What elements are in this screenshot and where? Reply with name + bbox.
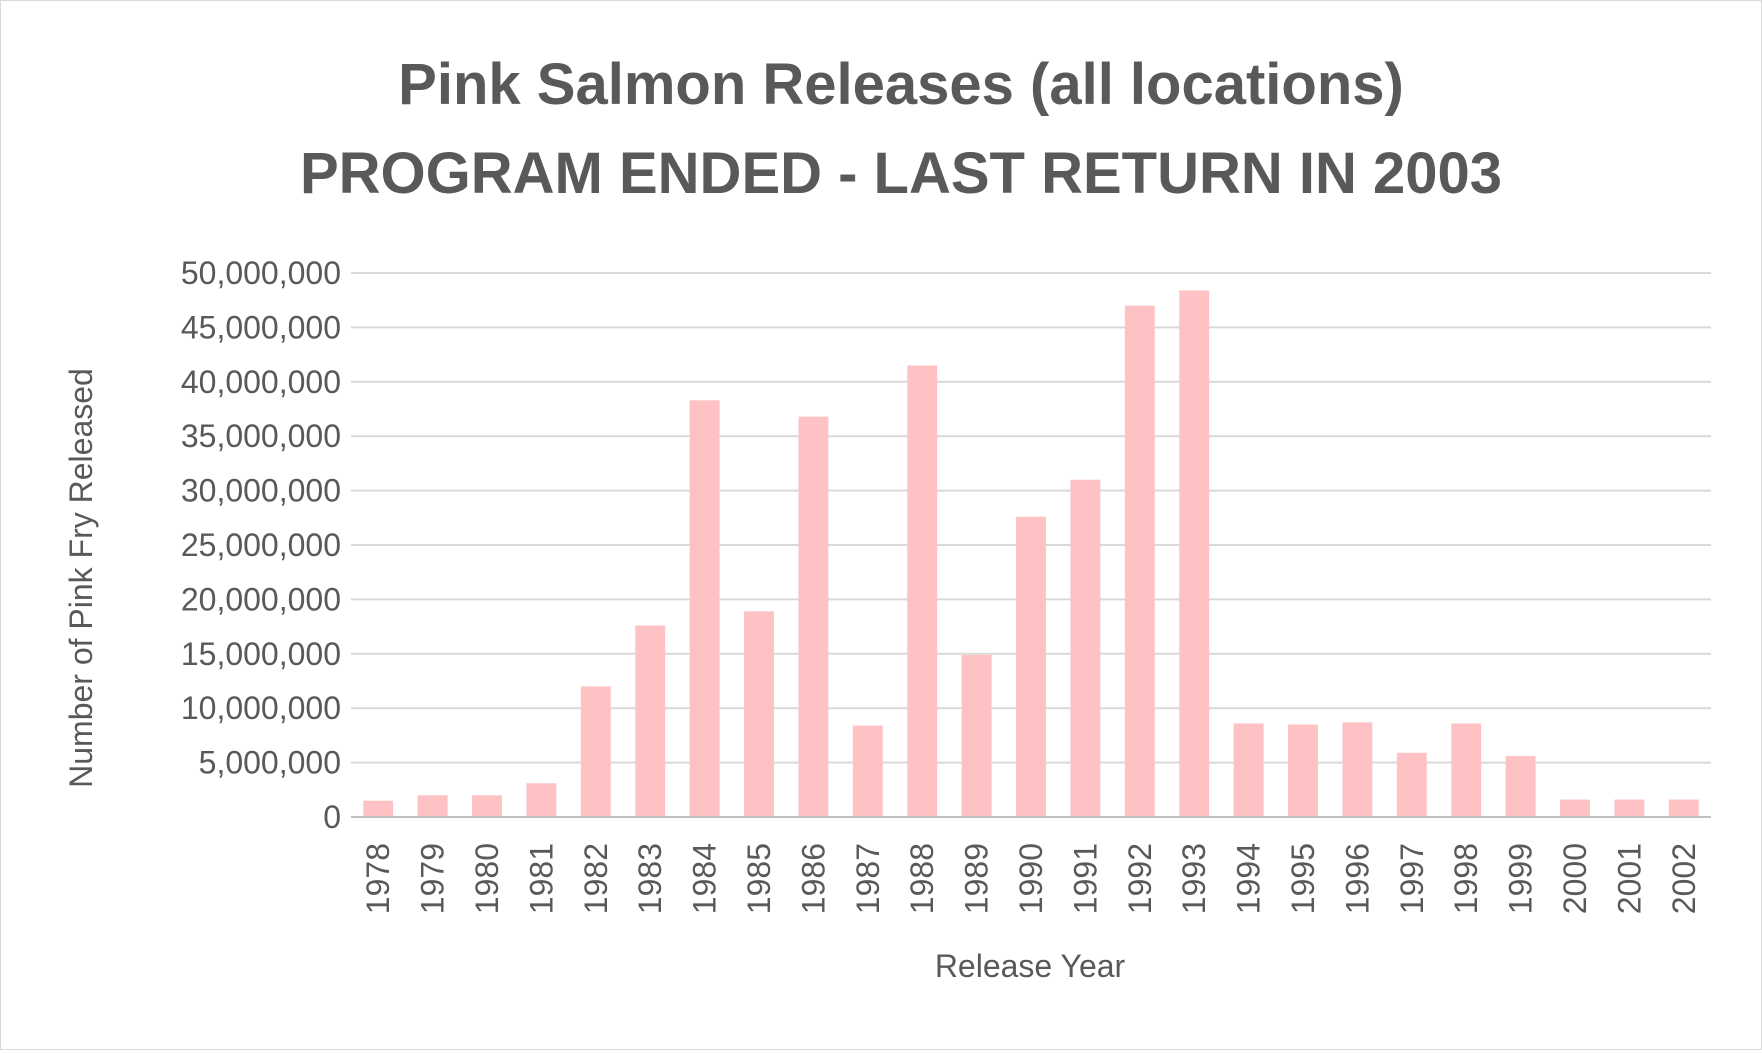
bar-1984 [689, 400, 720, 817]
x-tick-label: 1986 [795, 843, 831, 914]
x-tick-label: 1982 [578, 843, 614, 914]
bar-1990 [1016, 516, 1046, 817]
bar-1996 [1342, 722, 1373, 817]
y-tick-label: 50,000,000 [181, 255, 341, 291]
bar-1992 [1124, 305, 1155, 817]
bar-2002 [1668, 799, 1699, 817]
bar-1993 [1179, 290, 1210, 818]
bar-1979 [417, 795, 448, 817]
bar-1997 [1396, 752, 1427, 817]
y-tick-label: 20,000,000 [181, 581, 341, 617]
bar-1989 [961, 654, 992, 817]
x-tick-label: 1994 [1231, 843, 1267, 914]
bar-1986 [798, 416, 829, 817]
x-tick-label: 1980 [469, 843, 505, 914]
bar-1978 [363, 800, 394, 817]
y-tick-label: 30,000,000 [181, 473, 341, 509]
bar-2001 [1614, 799, 1645, 817]
x-tick-label: 1981 [523, 843, 559, 914]
y-tick-label: 45,000,000 [181, 309, 341, 345]
chart-title-line-1: Pink Salmon Releases (all locations) [398, 52, 1404, 117]
x-tick-label: 1984 [687, 843, 723, 914]
x-tick-label: 1998 [1448, 843, 1484, 914]
x-tick-label: 1987 [850, 843, 886, 914]
y-tick-label: 5,000,000 [199, 745, 341, 781]
bar-1981 [526, 783, 557, 817]
x-tick-label: 1995 [1285, 843, 1321, 914]
x-axis-label: Release Year [935, 948, 1126, 984]
bar-1980 [472, 795, 502, 817]
bar-1994 [1233, 723, 1264, 817]
bar-2000 [1560, 799, 1590, 817]
bar-1983 [635, 625, 666, 817]
bar-1998 [1451, 723, 1482, 817]
y-tick-label: 40,000,000 [181, 364, 341, 400]
x-tick-label: 1993 [1176, 843, 1212, 914]
y-tick-label: 25,000,000 [181, 527, 341, 563]
bar-1995 [1288, 724, 1318, 817]
bar-1982 [580, 686, 611, 817]
bar-1985 [744, 611, 774, 817]
bar-1999 [1505, 756, 1536, 817]
x-tick-label: 1988 [904, 843, 940, 914]
x-tick-label: 2002 [1666, 843, 1702, 914]
x-tick-label: 1989 [959, 843, 995, 914]
bar-1991 [1070, 479, 1101, 817]
x-tick-label: 1997 [1394, 843, 1430, 914]
y-axis-tick-labels: 0 5,000,000 10,000,000 15,000,000 20,000,000… [181, 255, 341, 835]
x-tick-label: 1979 [415, 843, 451, 914]
x-tick-label: 1996 [1339, 843, 1375, 914]
x-tick-label: 1990 [1013, 843, 1049, 914]
y-axis-label: Number of Pink Fry Released [63, 368, 99, 788]
bars [363, 290, 1699, 818]
x-tick-label: 1992 [1122, 843, 1158, 914]
y-tick-label: 15,000,000 [181, 636, 341, 672]
x-tick-label: 1978 [360, 843, 396, 914]
x-tick-label: 2001 [1611, 843, 1647, 914]
y-tick-label: 10,000,000 [181, 690, 341, 726]
x-tick-label: 1999 [1503, 843, 1539, 914]
chart-title-line-2: PROGRAM ENDED - LAST RETURN IN 2003 [300, 141, 1502, 206]
bar-1987 [852, 725, 883, 817]
x-tick-label: 1991 [1067, 843, 1103, 914]
bar-1988 [907, 365, 938, 817]
y-tick-label: 35,000,000 [181, 418, 341, 454]
y-tick-label: 0 [323, 799, 341, 835]
x-tick-label: 2000 [1557, 843, 1593, 914]
x-tick-label: 1985 [741, 843, 777, 914]
x-axis-tick-labels: 1978 1979 1980 1981 1982 1983 1984 1985 1986 1987… [360, 843, 1702, 914]
x-tick-label: 1983 [632, 843, 668, 914]
